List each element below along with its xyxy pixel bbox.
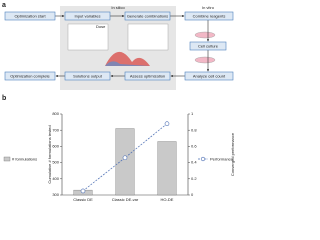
region-title: In silico — [111, 5, 125, 10]
node: Assess optimization — [124, 71, 171, 81]
y-axis-label: Cumulative # formulations tested — [47, 125, 52, 183]
y2-tick-label: 0.2 — [191, 176, 197, 181]
node: Cell culture — [189, 41, 227, 51]
node-label: Optimization complete — [10, 73, 50, 78]
node-box — [189, 41, 227, 51]
node-label: Combine reagents — [193, 13, 226, 18]
node-label: Solutions output — [73, 73, 103, 78]
y-tick-label: 600 — [52, 143, 59, 148]
y-tick-label: 800 — [52, 111, 59, 116]
y2-tick-label: 0.6 — [191, 143, 197, 148]
node-label: Generate combinations — [127, 13, 168, 18]
x-tick-label: Classic DE — [73, 197, 93, 202]
dose-label: Dose — [96, 24, 106, 29]
illustration: Dose — [67, 23, 216, 66]
arrows — [55, 14, 210, 78]
y2-axis-label: Converged performance — [230, 132, 235, 176]
y-tick-label: 500 — [52, 160, 59, 165]
node: Optimization start — [4, 11, 56, 21]
node-label: Analyze cell count — [193, 73, 226, 78]
node-box — [124, 11, 171, 21]
node: Solutions output — [64, 71, 111, 81]
region-title: In vitro — [202, 5, 215, 10]
node: Combine reagents — [184, 11, 234, 21]
x-tick-label: HO-DE — [161, 197, 174, 202]
y-tick-label: 400 — [52, 176, 59, 181]
chart: b 300 400 500 600 700 800 0 0.2 0.4 0.6 0.8 1 Cumula… — [2, 95, 235, 202]
node-box — [184, 71, 234, 81]
legend-swatch — [200, 156, 206, 162]
node-label: Input variables — [74, 13, 100, 18]
bar — [157, 141, 177, 196]
panel-label: a — [2, 2, 6, 9]
y2-tick-label: 1 — [191, 111, 194, 116]
bar — [115, 128, 135, 196]
figure: a In silico In vitro Dose b 300 400 500 600… — [2, 2, 235, 202]
panel-label: b — [2, 95, 6, 102]
line — [82, 123, 168, 192]
node-label: Cell culture — [198, 43, 219, 48]
node-box — [64, 71, 111, 81]
x-tick-label: Classic DE-var — [112, 197, 139, 202]
node: Generate combinations — [124, 11, 171, 21]
node-box — [184, 11, 234, 21]
point — [164, 121, 170, 127]
y-tick-label: 300 — [52, 192, 59, 197]
node-label: Assess optimization — [130, 73, 165, 78]
legend-label: Performance — [210, 156, 234, 161]
node-box — [124, 71, 171, 81]
node: Analyze cell count — [184, 71, 234, 81]
legend-swatch — [3, 156, 11, 162]
node-box — [64, 11, 111, 21]
node-label: Optimization start — [14, 13, 46, 18]
y2-tick-label: 0 — [191, 192, 194, 197]
node-box — [4, 11, 56, 21]
point — [80, 188, 86, 194]
node-box — [4, 71, 56, 81]
legend-label: # formulations — [12, 156, 37, 161]
y2-tick-label: 0.8 — [191, 127, 197, 132]
y2-tick-label: 0.4 — [191, 160, 197, 165]
y-tick-label: 700 — [52, 127, 59, 132]
node: Optimization complete — [4, 71, 56, 81]
node: Input variables — [64, 11, 111, 21]
point — [122, 155, 128, 161]
